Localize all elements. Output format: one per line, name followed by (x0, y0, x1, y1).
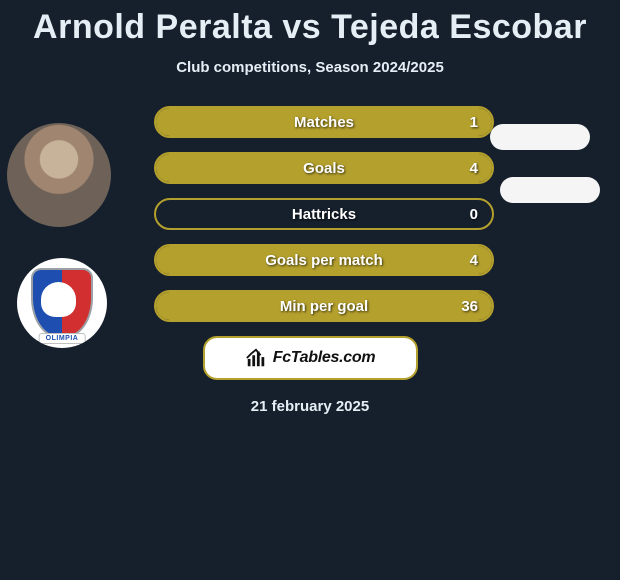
team-logo: OLIMPIA (17, 258, 107, 348)
brand-text: FcTables.com (273, 349, 376, 367)
stat-row: Goals per match4 (154, 244, 494, 276)
stat-value: 0 (470, 206, 478, 223)
page-title: Arnold Peralta vs Tejeda Escobar (0, 0, 620, 47)
stat-value: 4 (470, 160, 478, 177)
stat-value: 1 (470, 114, 478, 131)
chart-icon (245, 347, 267, 369)
stat-value: 4 (470, 252, 478, 269)
stat-row: Min per goal36 (154, 290, 494, 322)
stat-label: Hattricks (156, 206, 492, 223)
player-two-avatar: OLIMPIA (17, 258, 107, 348)
stat-row: Goals4 (154, 152, 494, 184)
stat-row: Matches1 (154, 106, 494, 138)
stat-label: Matches (156, 114, 492, 131)
stat-label: Min per goal (156, 298, 492, 315)
team-badge-text: OLIMPIA (39, 333, 86, 344)
date-text: 21 february 2025 (0, 398, 620, 415)
player-one-avatar (7, 123, 111, 227)
comparison-pill-1 (490, 124, 590, 150)
stat-label: Goals (156, 160, 492, 177)
stat-row: Hattricks0 (154, 198, 494, 230)
stat-value: 36 (461, 298, 478, 315)
subtitle: Club competitions, Season 2024/2025 (0, 59, 620, 76)
stat-label: Goals per match (156, 252, 492, 269)
brand-box: FcTables.com (203, 336, 418, 380)
comparison-pill-2 (500, 177, 600, 203)
